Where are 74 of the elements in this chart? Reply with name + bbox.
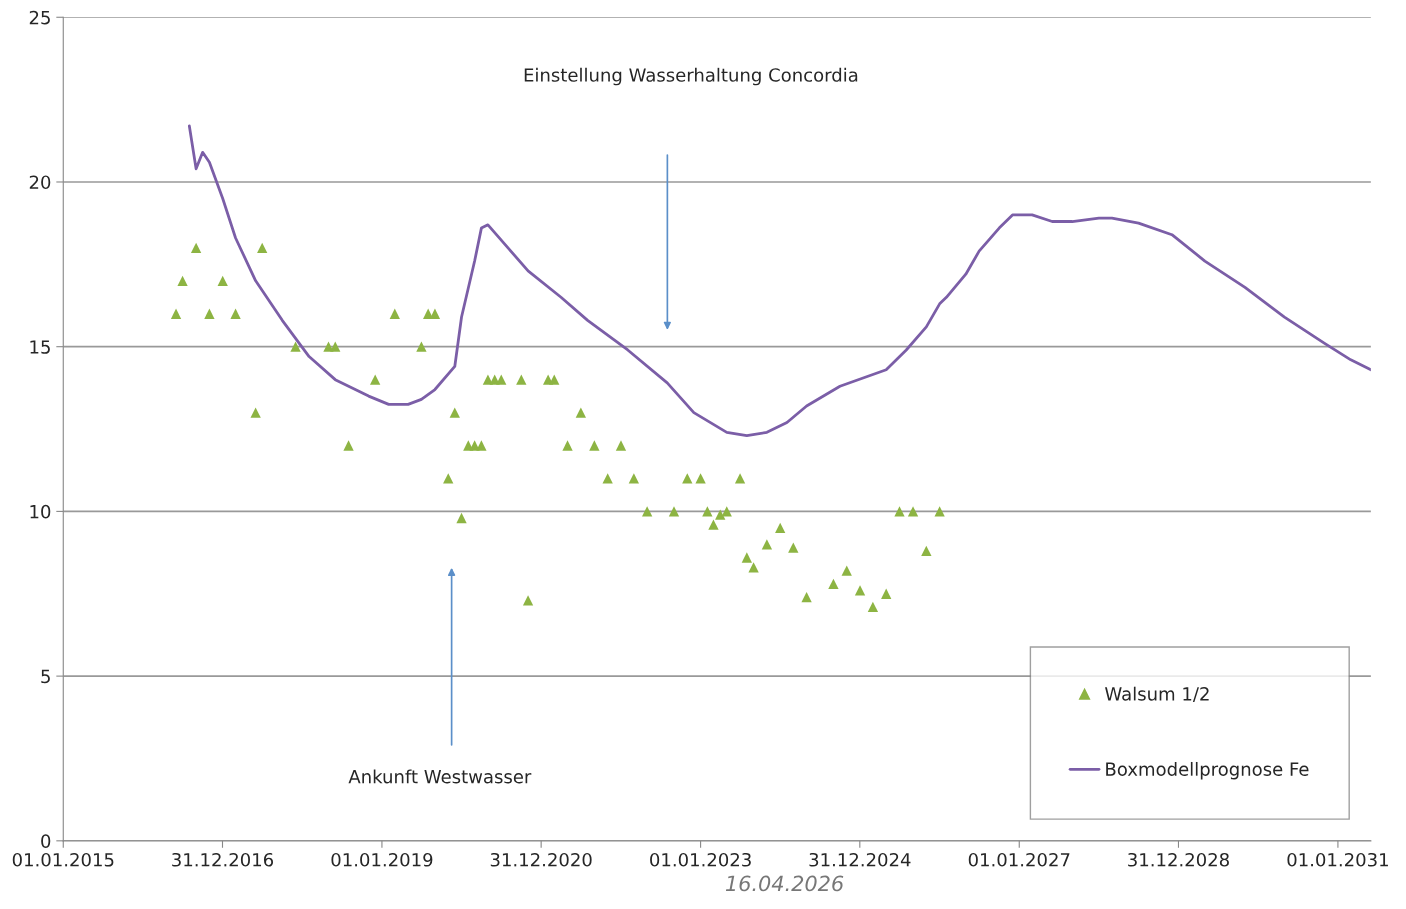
point [449,407,460,418]
x-tick-label: 01.01.2019 [331,852,433,867]
text: 16.04.2026 [725,875,844,892]
x-tick-label: 01.01.2023 [650,852,751,867]
point [642,506,653,517]
line-series [187,124,1371,438]
y-tick-label: 10 [30,504,51,519]
point [204,308,215,319]
point [496,374,507,385]
point [702,506,713,517]
point [170,308,182,319]
point [389,308,400,319]
point [828,578,839,590]
x-tick-label: 01.01.2031 [1287,852,1388,867]
point [589,440,600,451]
point [788,542,799,553]
point [682,473,693,484]
point [343,440,354,451]
x-tick-label: 01.01.2027 [968,852,1070,867]
point [217,275,228,286]
point [230,308,241,319]
point [257,242,268,254]
point [549,374,560,385]
point [721,506,732,517]
point [443,473,454,484]
point [715,509,726,520]
point [854,585,866,596]
x-tick-label: 31.12.2028 [1128,852,1229,867]
annotation: Einstellung Wasserhaltung Concordia [524,67,858,86]
point [562,440,573,451]
y-tick-label: 5 [41,669,50,684]
legend-label: Boxmodellprognose Fe [1106,761,1309,780]
point [894,506,905,517]
point [775,522,786,534]
point [867,601,879,613]
point [250,407,261,418]
point [370,374,381,385]
legend-label: Walsum 1/2 [1105,686,1209,703]
y-tick-label: 20 [29,175,51,190]
point [482,374,494,385]
point [575,407,586,418]
point [190,242,202,254]
point [416,341,427,352]
point [921,545,932,557]
point [841,565,852,576]
point [708,519,719,530]
y-tick-label: 25 [29,10,50,25]
point [476,440,487,451]
point [628,473,639,484]
point [761,539,773,550]
point [748,562,759,573]
point [177,275,188,286]
point [881,588,892,599]
point [516,374,527,385]
point [695,473,706,484]
point [290,341,301,352]
point [456,512,467,524]
x-tick-label: 31.12.2016 [172,852,274,867]
point [934,506,945,517]
y-tick-label: 0 [41,834,51,848]
x-tick-label: 01.01.2015 [12,852,114,867]
point [734,473,746,484]
point [522,595,534,606]
x-tick-label: 31.12.2024 [809,852,911,867]
y-tick-label: 15 [30,340,50,354]
point [615,440,627,451]
point [668,506,680,517]
point [602,473,613,484]
point [907,506,919,517]
point [330,341,341,352]
point [741,552,752,563]
annotation: Ankunft Westwasser [348,769,532,784]
x-tick-label: 31.12.2020 [490,852,592,867]
point [801,591,812,603]
